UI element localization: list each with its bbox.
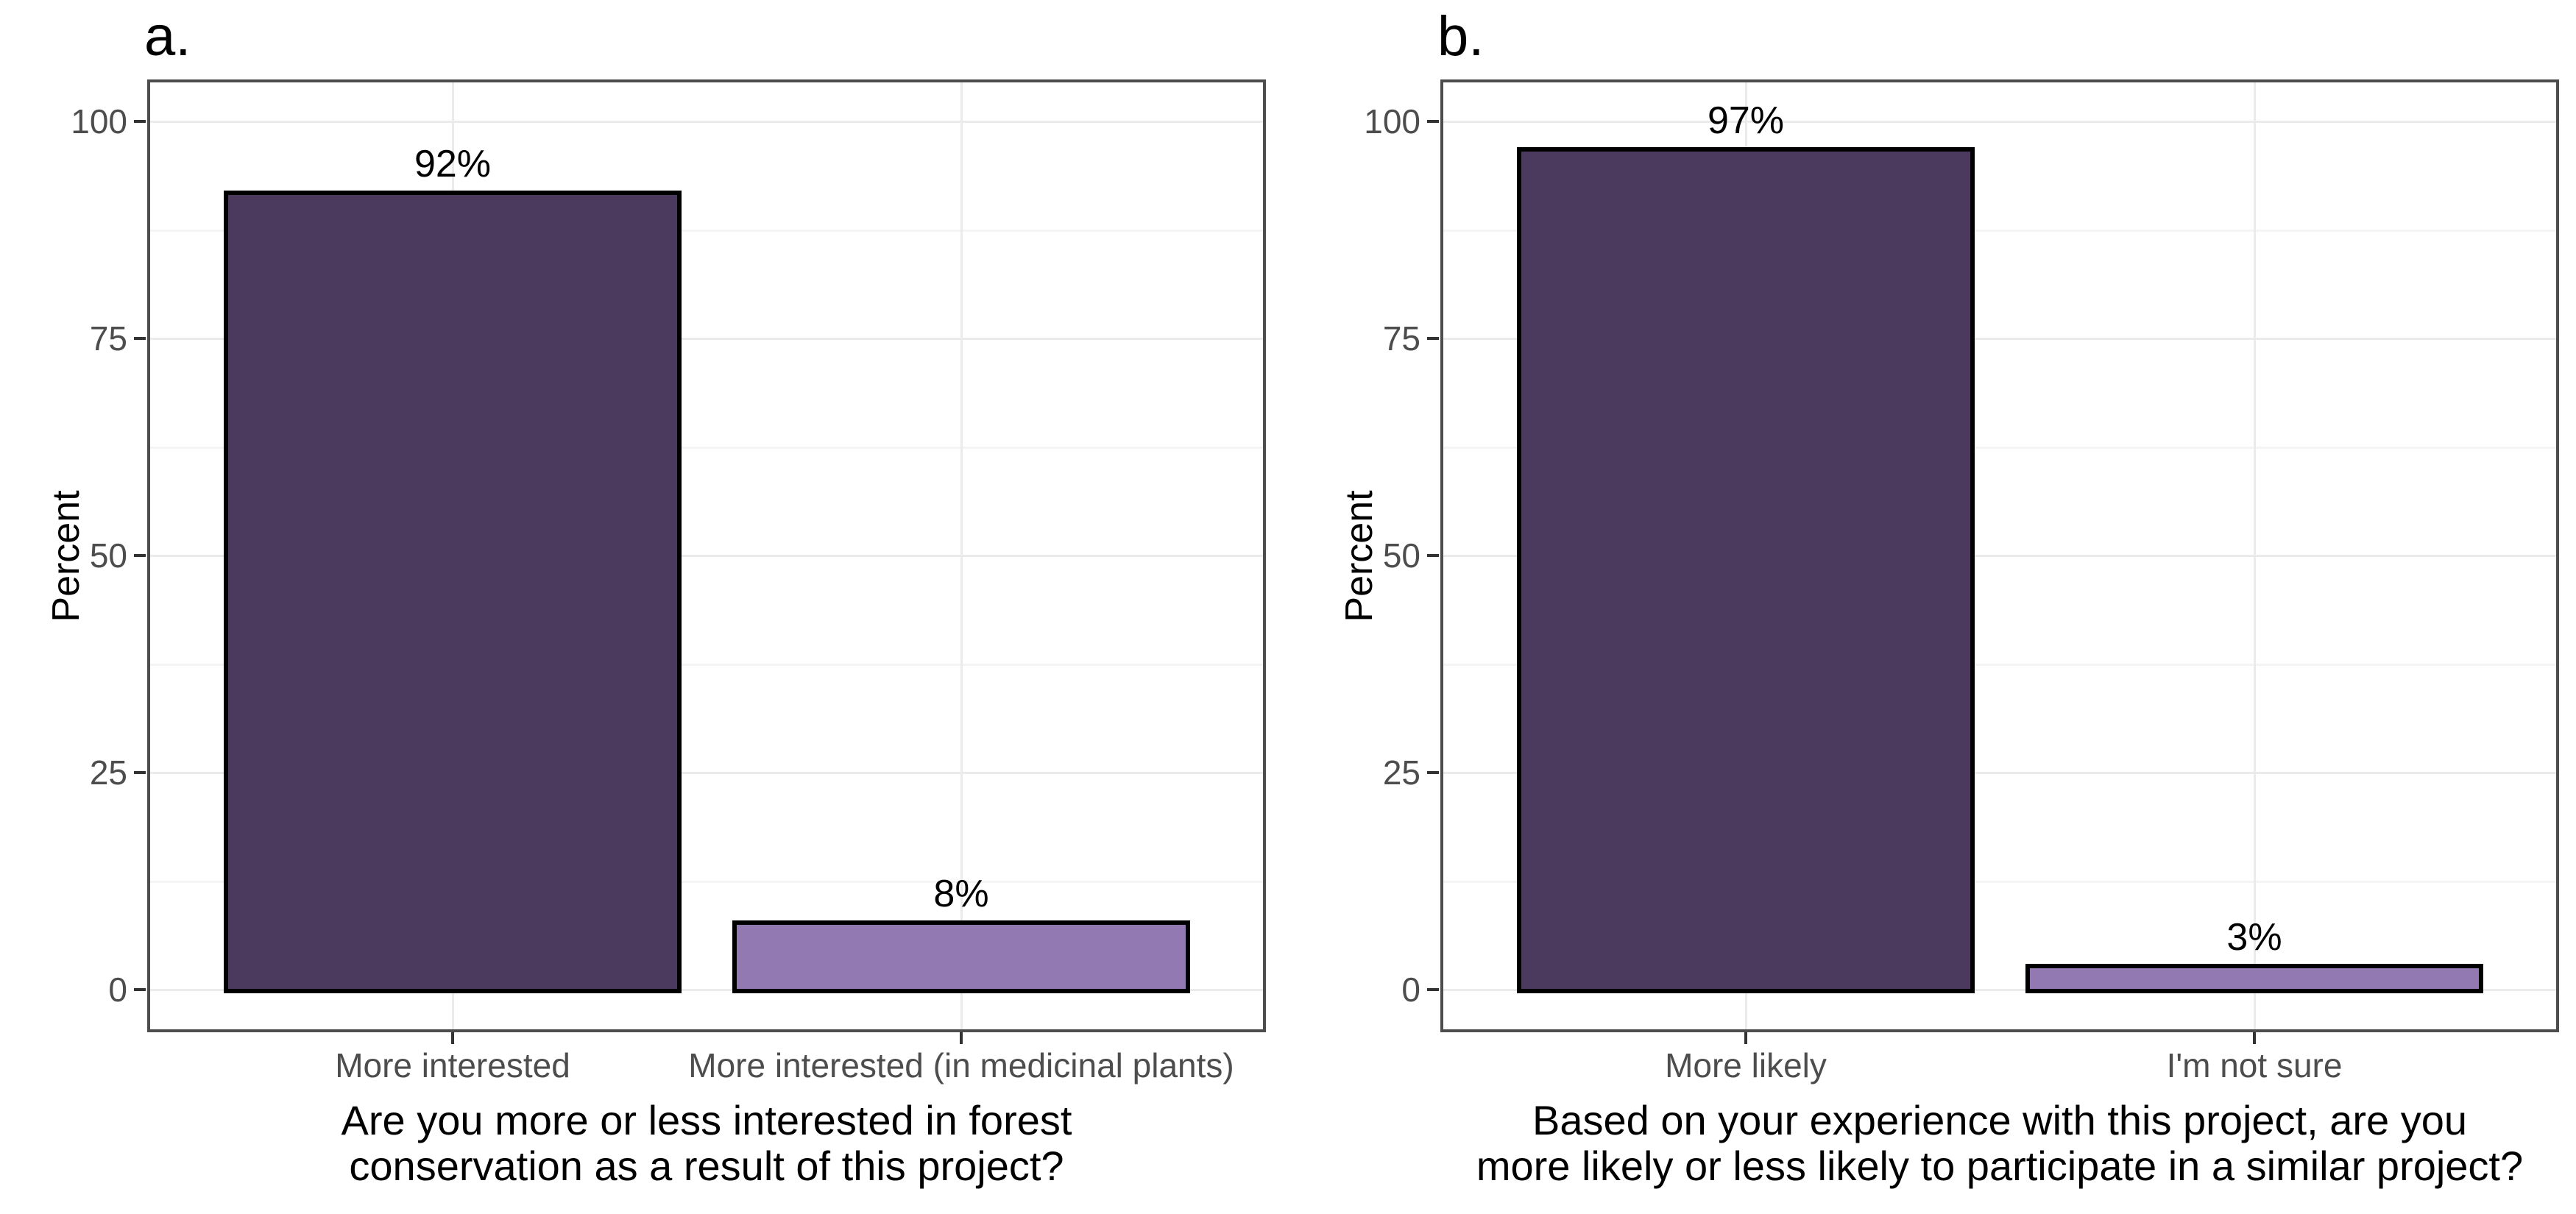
y-tick-mark (1427, 337, 1439, 340)
gridline-vertical (2253, 82, 2256, 1029)
gridline-major (1443, 554, 2556, 557)
x-tick-label: More interested (in medicinal plants) (688, 1046, 1234, 1085)
plot-area (147, 79, 1266, 1032)
x-axis-caption-line: Based on your experience with this proje… (1532, 1097, 2468, 1143)
x-tick-mark (1744, 1032, 1747, 1044)
bar-value-label: 3% (2226, 915, 2282, 959)
bar-value-label: 97% (1707, 99, 1785, 143)
y-tick-mark (134, 120, 146, 123)
gridline-major (1443, 988, 2556, 991)
plot-area (1440, 79, 2559, 1032)
x-tick-label: More likely (1665, 1046, 1827, 1085)
y-tick-label: 75 (1382, 319, 1420, 358)
bar-value-label: 8% (933, 872, 989, 915)
panel-tag: b. (1437, 5, 1485, 68)
x-axis-caption-line: more likely or less likely to participat… (1476, 1143, 2524, 1189)
y-tick-label: 0 (108, 970, 127, 1009)
y-tick-mark (1427, 554, 1439, 557)
y-tick-label: 75 (89, 319, 127, 358)
bar-value-label: 92% (414, 143, 492, 186)
y-axis-title: Percent (1338, 489, 1381, 622)
y-tick-label: 50 (1382, 536, 1420, 575)
gridline-major (150, 120, 1263, 123)
gridline-minor (150, 663, 1263, 666)
y-tick-label: 50 (89, 536, 127, 575)
x-tick-label: More interested (335, 1046, 570, 1085)
y-tick-mark (134, 337, 146, 340)
y-tick-mark (1427, 120, 1439, 123)
gridline-major (150, 988, 1263, 991)
x-tick-label: I'm not sure (2166, 1046, 2343, 1085)
gridline-minor (1443, 663, 2556, 666)
y-tick-label: 25 (89, 753, 127, 792)
gridline-minor (1443, 446, 2556, 449)
bar (224, 191, 682, 993)
y-axis-title: Percent (45, 489, 88, 622)
gridline-major (150, 771, 1263, 774)
y-tick-label: 25 (1382, 753, 1420, 792)
y-tick-label: 100 (71, 102, 127, 141)
y-tick-label: 100 (1364, 102, 1420, 141)
gridline-major (1443, 337, 2556, 340)
bar (732, 920, 1190, 993)
x-tick-mark (960, 1032, 963, 1044)
gridline-minor (1443, 229, 2556, 232)
x-axis-caption-line: Are you more or less interested in fores… (341, 1097, 1072, 1143)
gridline-minor (1443, 880, 2556, 883)
gridline-vertical (960, 82, 963, 1029)
gridline-major (150, 554, 1263, 557)
gridline-minor (150, 880, 1263, 883)
bar (2025, 963, 2483, 993)
y-tick-mark (134, 771, 146, 774)
bar (1517, 147, 1975, 993)
gridline-major (1443, 771, 2556, 774)
panel-tag: a. (144, 5, 191, 68)
y-tick-mark (1427, 771, 1439, 774)
y-tick-mark (134, 988, 146, 991)
gridline-minor (150, 446, 1263, 449)
gridline-minor (150, 229, 1263, 232)
y-tick-mark (134, 554, 146, 557)
gridline-major (150, 337, 1263, 340)
gridline-major (1443, 120, 2556, 123)
y-tick-mark (1427, 988, 1439, 991)
x-tick-mark (451, 1032, 454, 1044)
x-tick-mark (2253, 1032, 2256, 1044)
y-tick-label: 0 (1401, 970, 1420, 1009)
x-axis-caption-line: conservation as a result of this project… (349, 1143, 1064, 1189)
